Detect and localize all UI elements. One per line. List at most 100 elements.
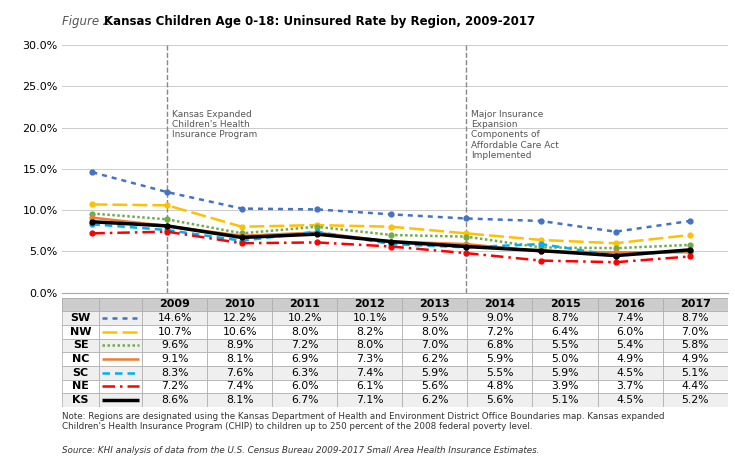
FancyBboxPatch shape — [99, 393, 142, 407]
Text: 3.9%: 3.9% — [551, 381, 578, 391]
Text: 7.4%: 7.4% — [617, 313, 644, 323]
FancyBboxPatch shape — [402, 311, 467, 325]
Text: Kansas Expanded
Children's Health
Insurance Program: Kansas Expanded Children's Health Insura… — [172, 109, 257, 139]
FancyBboxPatch shape — [532, 352, 598, 366]
Text: 4.8%: 4.8% — [486, 381, 514, 391]
Text: 6.4%: 6.4% — [551, 327, 578, 337]
FancyBboxPatch shape — [598, 380, 662, 393]
FancyBboxPatch shape — [99, 352, 142, 366]
Text: 5.1%: 5.1% — [551, 395, 578, 405]
Text: 7.2%: 7.2% — [291, 340, 318, 350]
Text: 6.9%: 6.9% — [291, 354, 318, 364]
Text: SE: SE — [73, 340, 88, 350]
Text: 2014: 2014 — [484, 299, 515, 309]
FancyBboxPatch shape — [337, 393, 402, 407]
Text: 5.6%: 5.6% — [486, 395, 514, 405]
Text: 5.5%: 5.5% — [551, 340, 578, 350]
Text: 7.2%: 7.2% — [161, 381, 188, 391]
FancyBboxPatch shape — [62, 311, 99, 325]
FancyBboxPatch shape — [662, 393, 728, 407]
Text: Note: Regions are designated using the Kansas Department of Health and Environme: Note: Regions are designated using the K… — [62, 412, 665, 431]
Text: 9.1%: 9.1% — [161, 354, 188, 364]
FancyBboxPatch shape — [62, 298, 99, 311]
Text: Figure 2.: Figure 2. — [62, 15, 115, 28]
Text: 2017: 2017 — [680, 299, 711, 309]
FancyBboxPatch shape — [337, 311, 402, 325]
Text: 8.0%: 8.0% — [291, 327, 318, 337]
FancyBboxPatch shape — [272, 338, 337, 352]
FancyBboxPatch shape — [662, 325, 728, 338]
Text: 8.1%: 8.1% — [226, 395, 254, 405]
FancyBboxPatch shape — [598, 311, 662, 325]
Text: 2013: 2013 — [420, 299, 451, 309]
Text: 9.6%: 9.6% — [161, 340, 188, 350]
FancyBboxPatch shape — [207, 311, 272, 325]
FancyBboxPatch shape — [142, 311, 207, 325]
FancyBboxPatch shape — [207, 380, 272, 393]
FancyBboxPatch shape — [62, 393, 99, 407]
Text: 8.6%: 8.6% — [161, 395, 188, 405]
Text: 8.7%: 8.7% — [551, 313, 578, 323]
FancyBboxPatch shape — [337, 352, 402, 366]
FancyBboxPatch shape — [467, 325, 532, 338]
FancyBboxPatch shape — [467, 311, 532, 325]
Text: 4.5%: 4.5% — [617, 368, 644, 378]
FancyBboxPatch shape — [62, 338, 99, 352]
FancyBboxPatch shape — [532, 393, 598, 407]
FancyBboxPatch shape — [272, 311, 337, 325]
FancyBboxPatch shape — [272, 352, 337, 366]
Text: 2016: 2016 — [614, 299, 645, 309]
FancyBboxPatch shape — [467, 338, 532, 352]
Text: 4.5%: 4.5% — [617, 395, 644, 405]
FancyBboxPatch shape — [532, 298, 598, 311]
FancyBboxPatch shape — [337, 380, 402, 393]
Text: 8.0%: 8.0% — [421, 327, 448, 337]
Text: 7.1%: 7.1% — [356, 395, 384, 405]
FancyBboxPatch shape — [532, 380, 598, 393]
Text: 10.1%: 10.1% — [353, 313, 387, 323]
FancyBboxPatch shape — [662, 298, 728, 311]
Text: 4.9%: 4.9% — [617, 354, 644, 364]
Text: 6.3%: 6.3% — [291, 368, 318, 378]
Text: NE: NE — [72, 381, 89, 391]
FancyBboxPatch shape — [402, 325, 467, 338]
Text: 5.9%: 5.9% — [486, 354, 514, 364]
Text: 8.2%: 8.2% — [356, 327, 384, 337]
Text: 8.3%: 8.3% — [161, 368, 188, 378]
Text: 5.4%: 5.4% — [617, 340, 644, 350]
Text: NC: NC — [72, 354, 90, 364]
FancyBboxPatch shape — [207, 338, 272, 352]
Text: 10.2%: 10.2% — [287, 313, 322, 323]
FancyBboxPatch shape — [142, 380, 207, 393]
Text: 5.6%: 5.6% — [421, 381, 448, 391]
FancyBboxPatch shape — [62, 352, 99, 366]
Text: SW: SW — [71, 313, 91, 323]
FancyBboxPatch shape — [402, 380, 467, 393]
Text: 5.0%: 5.0% — [551, 354, 579, 364]
FancyBboxPatch shape — [467, 393, 532, 407]
Text: 9.0%: 9.0% — [486, 313, 514, 323]
Text: 7.6%: 7.6% — [226, 368, 254, 378]
FancyBboxPatch shape — [337, 366, 402, 380]
FancyBboxPatch shape — [207, 352, 272, 366]
Text: 6.7%: 6.7% — [291, 395, 318, 405]
Text: 3.7%: 3.7% — [617, 381, 644, 391]
Text: 2015: 2015 — [550, 299, 581, 309]
Text: 14.6%: 14.6% — [157, 313, 192, 323]
FancyBboxPatch shape — [62, 366, 99, 380]
FancyBboxPatch shape — [272, 393, 337, 407]
Text: 4.4%: 4.4% — [681, 381, 709, 391]
Text: SC: SC — [73, 368, 89, 378]
FancyBboxPatch shape — [99, 325, 142, 338]
Text: 6.1%: 6.1% — [356, 381, 384, 391]
Text: 5.2%: 5.2% — [681, 395, 709, 405]
Text: 7.4%: 7.4% — [356, 368, 384, 378]
FancyBboxPatch shape — [207, 366, 272, 380]
FancyBboxPatch shape — [598, 366, 662, 380]
FancyBboxPatch shape — [598, 352, 662, 366]
FancyBboxPatch shape — [662, 380, 728, 393]
Text: 10.6%: 10.6% — [223, 327, 257, 337]
FancyBboxPatch shape — [598, 338, 662, 352]
Text: 8.1%: 8.1% — [226, 354, 254, 364]
Text: 7.0%: 7.0% — [681, 327, 709, 337]
